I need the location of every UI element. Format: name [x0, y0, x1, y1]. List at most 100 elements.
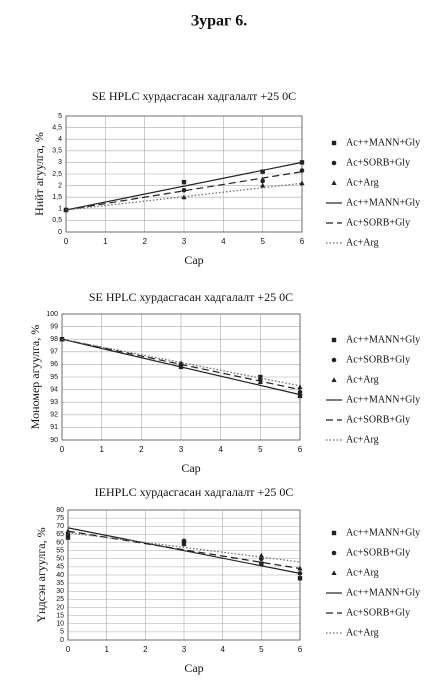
- marker: [260, 179, 265, 184]
- y-axis-label: Мономер агуулга, %: [28, 325, 42, 429]
- x-tick-label: 2: [139, 445, 144, 454]
- x-tick-label: 3: [182, 645, 187, 654]
- marker: [65, 528, 70, 533]
- legend-label: Ac+SORB+Gly: [346, 217, 410, 228]
- legend-label: Ac+Arg: [346, 567, 379, 578]
- marker: [297, 384, 302, 389]
- marker: [299, 180, 304, 185]
- y-tick-label: 65: [56, 531, 64, 538]
- y-tick-label: 30: [56, 588, 64, 595]
- chart-title: SE HPLC хурдасгасан хадгалалт +25 0C: [89, 290, 293, 304]
- y-tick-label: 2: [58, 182, 62, 189]
- chart-title: IEHPLC хурдасгасан хадгалалт +25 0C: [95, 485, 294, 499]
- x-tick-label: 3: [179, 445, 184, 454]
- legend-symbol: [332, 358, 337, 363]
- y-tick-label: 92: [50, 412, 58, 419]
- y-tick-label: 1: [58, 206, 62, 213]
- legend-label: Ac++MANN+Gly: [346, 197, 420, 208]
- legend-symbol: [331, 570, 336, 575]
- y-tick-label: 15: [56, 612, 64, 619]
- y-tick-label: 3,5: [52, 148, 62, 155]
- x-tick-label: 5: [258, 445, 263, 454]
- x-tick-label: 4: [221, 237, 226, 246]
- y-tick-label: 96: [50, 361, 58, 368]
- legend-symbol: [332, 338, 336, 342]
- y-tick-label: 100: [46, 311, 58, 318]
- legend-label: Ac+SORB+Gly: [346, 414, 410, 425]
- figure: Зураг 6. SE HPLC хурдасгасан хадгалалт +…: [0, 0, 438, 682]
- legend-label: Ac++MANN+Gly: [346, 587, 420, 598]
- y-tick-label: 98: [50, 336, 58, 343]
- y-tick-label: 40: [56, 572, 64, 579]
- marker: [298, 576, 302, 580]
- legend-label: Ac+Arg: [346, 434, 379, 445]
- x-tick-label: 4: [218, 445, 223, 454]
- y-tick-label: 97: [50, 349, 58, 356]
- y-tick-label: 4: [58, 136, 62, 143]
- y-tick-label: 94: [50, 386, 58, 393]
- y-tick-label: 75: [56, 515, 64, 522]
- x-tick-label: 5: [260, 237, 265, 246]
- legend-label: Ac++MANN+Gly: [346, 394, 420, 405]
- legend-label: Ac++MANN+Gly: [346, 527, 420, 538]
- y-tick-label: 10: [56, 621, 64, 628]
- y-tick-label: 90: [50, 437, 58, 444]
- x-tick-label: 6: [298, 645, 303, 654]
- x-tick-label: 3: [182, 237, 187, 246]
- marker: [260, 183, 265, 188]
- y-tick-label: 50: [56, 556, 64, 563]
- x-tick-label: 0: [60, 445, 65, 454]
- y-tick-label: 99: [50, 323, 58, 330]
- legend-label: Ac+Arg: [346, 627, 379, 638]
- legend-label: Ac+SORB+Gly: [346, 547, 410, 558]
- x-tick-label: 2: [142, 237, 147, 246]
- y-tick-label: 25: [56, 596, 64, 603]
- x-tick-label: 0: [64, 237, 69, 246]
- y-tick-label: 60: [56, 539, 64, 546]
- x-tick-label: 6: [300, 237, 305, 246]
- legend-symbol: [332, 141, 336, 145]
- chart-title: SE HPLC хурдасгасан хадгалалт +25 0C: [92, 89, 296, 103]
- x-tick-label: 1: [99, 445, 104, 454]
- legend-label: Ac+SORB+Gly: [346, 607, 410, 618]
- y-tick-label: 80: [56, 507, 64, 514]
- y-tick-label: 0: [58, 229, 62, 236]
- y-tick-label: 45: [56, 564, 64, 571]
- y-tick-label: 55: [56, 547, 64, 554]
- legend-label: Ac+SORB+Gly: [346, 157, 410, 168]
- x-tick-label: 1: [104, 645, 109, 654]
- y-tick-label: 5: [60, 629, 64, 636]
- x-tick-label: 4: [220, 645, 225, 654]
- legend-symbol: [332, 551, 337, 556]
- legend-label: Ac+Arg: [346, 237, 379, 248]
- y-axis-label: Нийт агуулга, %: [32, 132, 46, 216]
- legend-symbol: [332, 161, 337, 166]
- marker: [182, 180, 186, 184]
- y-tick-label: 35: [56, 580, 64, 587]
- y-axis-label: Үндсэн агуулга, %: [34, 527, 48, 622]
- y-tick-label: 20: [56, 604, 64, 611]
- y-tick-label: 2,5: [52, 171, 62, 178]
- y-tick-label: 1,5: [52, 194, 62, 201]
- legend-symbol: [332, 531, 336, 535]
- legend-label: Ac++MANN+Gly: [346, 137, 420, 148]
- y-tick-label: 70: [56, 523, 64, 530]
- y-tick-label: 5: [58, 113, 62, 120]
- legend-label: Ac+Arg: [346, 177, 379, 188]
- x-tick-label: 6: [298, 445, 303, 454]
- y-tick-label: 4,5: [52, 124, 62, 131]
- legend-label: Ac++MANN+Gly: [346, 334, 420, 345]
- y-tick-label: 93: [50, 399, 58, 406]
- legend-symbol: [331, 377, 336, 382]
- x-tick-label: 0: [66, 645, 71, 654]
- legend-symbol: [331, 180, 336, 185]
- y-tick-label: 0: [60, 637, 64, 644]
- x-tick-label: 1: [103, 237, 108, 246]
- legend-label: Ac+Arg: [346, 374, 379, 385]
- figure-title: Зураг 6.: [191, 13, 248, 30]
- x-axis-label: Сар: [184, 661, 203, 675]
- y-tick-label: 95: [50, 374, 58, 381]
- x-axis-label: Сар: [181, 461, 200, 475]
- x-axis-label: Сар: [184, 253, 203, 267]
- x-tick-label: 5: [259, 645, 264, 654]
